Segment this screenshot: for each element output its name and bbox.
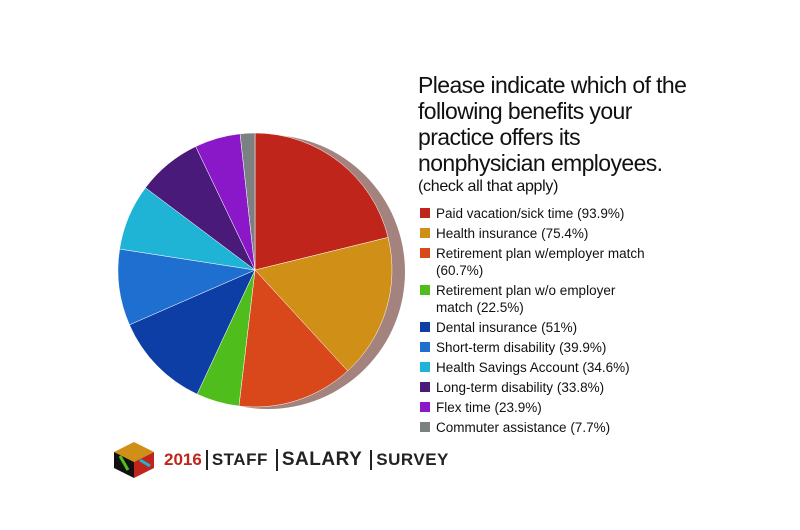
pie-slice (239, 132, 256, 271)
legend-value: (34.6%) (582, 360, 630, 375)
legend-value: (75.4%) (541, 226, 589, 241)
legend-label: Health insurance (436, 226, 538, 241)
legend-swatch (420, 362, 430, 372)
legend-label: Dental insurance (436, 320, 538, 335)
legend-swatch (420, 342, 430, 352)
legend-item: Health Savings Account (34.6%) (420, 359, 650, 376)
legend-swatch (420, 208, 430, 218)
legend-item: Retirement plan w/employer match (60.7%) (420, 245, 650, 279)
logo-cube (114, 442, 154, 478)
logo-word: STAFF (205, 450, 272, 470)
legend-label: Retirement plan w/o employer match (436, 283, 616, 315)
legend-swatch (420, 422, 430, 432)
legend-label: Flex time (436, 400, 491, 415)
legend-item: Long-term disability (33.8%) (420, 379, 650, 396)
legend-item: Flex time (23.9%) (420, 399, 650, 416)
legend-value: (33.8%) (556, 380, 605, 395)
legend-value: (39.9%) (559, 340, 607, 355)
legend-value: (93.9%) (577, 206, 625, 221)
legend-label: Long-term disability (436, 380, 554, 395)
legend-swatch (420, 402, 430, 412)
legend-swatch (420, 382, 430, 392)
legend-value: (51%) (541, 320, 578, 335)
legend-swatch (420, 285, 430, 295)
legend-value: (7.7%) (570, 420, 611, 435)
legend-label: Paid vacation/sick time (436, 206, 574, 221)
legend-item: Dental insurance (51%) (420, 319, 650, 336)
legend-swatch (420, 322, 430, 332)
logo: 2016 STAFF SALARY SURVEY (112, 440, 453, 480)
legend-label: Health Savings Account (436, 360, 579, 375)
legend-item: Short-term disability (39.9%) (420, 339, 650, 356)
pie-slice (254, 132, 389, 271)
chart-subtitle: (check all that apply) (418, 178, 559, 195)
legend-value: (22.5%) (476, 300, 524, 315)
pie-slice (129, 269, 256, 395)
legend-value: (60.7%) (436, 263, 484, 278)
chart-title: Please indicate which of the following b… (418, 72, 687, 176)
legend-swatch (420, 228, 430, 238)
logo-word: SURVEY (370, 450, 453, 470)
legend-item: Retirement plan w/o employer match (22.5… (420, 282, 650, 316)
legend-item: Paid vacation/sick time (93.9%) (420, 205, 650, 222)
logo-word: SALARY (275, 449, 366, 471)
pie-slice (254, 237, 393, 372)
pie-slice (238, 269, 348, 408)
legend-label: Retirement plan w/employer match (436, 246, 645, 261)
logo-year: 2016 (164, 450, 202, 469)
legend-item: Health insurance (75.4%) (420, 225, 650, 242)
legend-value: (23.9%) (494, 400, 542, 415)
legend: Paid vacation/sick time (93.9%) Health in… (420, 205, 650, 439)
legend-item: Commuter assistance (7.7%) (420, 419, 650, 436)
legend-label: Commuter assistance (436, 420, 567, 435)
legend-label: Short-term disability (436, 340, 556, 355)
legend-swatch (420, 248, 430, 258)
